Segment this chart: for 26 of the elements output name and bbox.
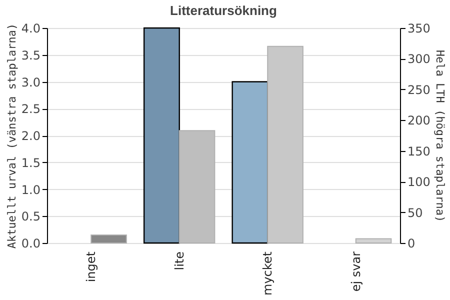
y2-tick-label: 200 [408,114,430,128]
y2-tick-label: 150 [408,144,430,158]
y-tick-label: 1.0 [21,182,40,197]
y-tick-label: 1.5 [21,156,40,170]
x-tick-label: mycket [260,251,275,296]
y2-axis-title: Hela LTH (högra staplarna) [433,50,446,222]
y2-tick-label: 0 [408,236,416,250]
x-tick-label: ej svar [348,251,363,292]
y2-tick-label: 100 [408,175,430,190]
y-tick-label: 2.0 [21,129,40,143]
bar [355,238,392,244]
x-tick-label: lite [172,252,186,270]
y-axis-title: Aktuellt urval (vänstra staplarna) [5,23,18,249]
chart-title: Litteratursökning [170,3,277,18]
y-tick-label: 3.5 [21,48,40,62]
y2-tick-label: 350 [408,22,430,36]
bar [90,234,127,244]
y-tick-label: 2.5 [21,102,40,116]
y2-tick-label: 50 [408,206,423,220]
y-tick-label: 0.0 [21,236,40,250]
y2-tick-label: 300 [408,52,430,66]
y2-tick-label: 250 [408,82,430,97]
y-tick-label: 0.5 [21,210,40,224]
y-tick-label: 4.0 [21,22,40,36]
y-tick-label: 3.0 [21,75,40,90]
x-tick-label: inget [84,251,98,282]
